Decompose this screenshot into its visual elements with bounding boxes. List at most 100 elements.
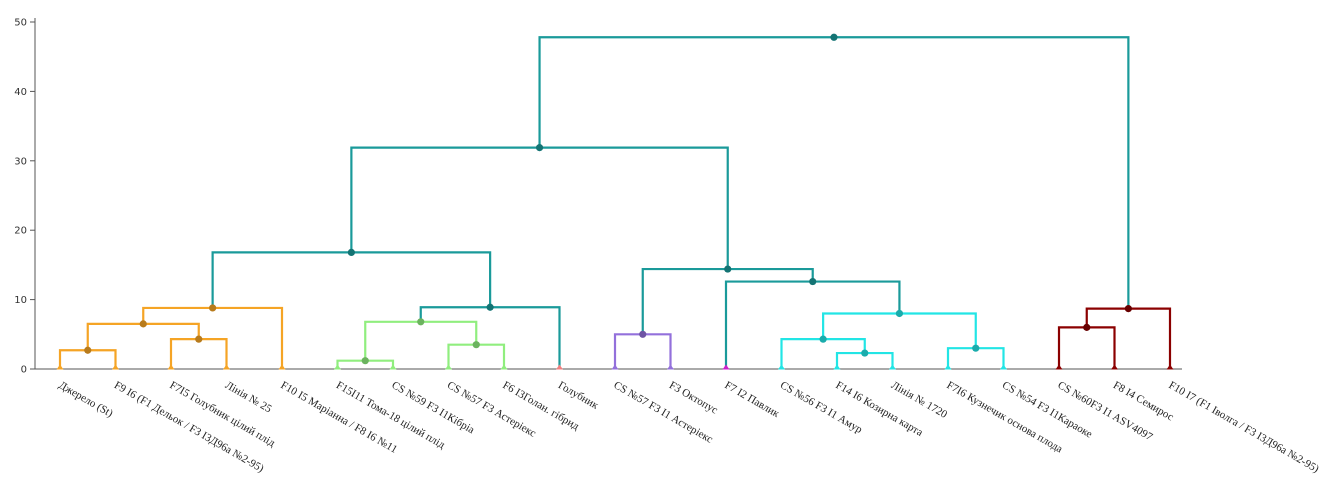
dendrogram-link [447,343,477,369]
dendrogram-link [724,280,813,369]
dendrogram-link [833,36,1130,309]
dendrogram-link [365,359,395,369]
leaf-marker[interactable] [223,364,230,370]
merge-node[interactable] [972,344,980,352]
dendrogram-links [58,36,1172,369]
leaf-marker[interactable] [167,364,175,370]
merge-node[interactable] [417,318,425,326]
dendrogram-link [1128,307,1172,369]
dendrogram-link [1085,307,1129,328]
dendrogram-link [946,347,976,369]
leaf-marker[interactable] [1000,364,1007,370]
leaf-marker[interactable] [56,364,64,370]
leaf-marker[interactable] [1166,364,1174,370]
dendrogram-link [899,312,977,349]
merge-node[interactable] [84,346,92,354]
dendrogram-link [198,338,228,369]
dendrogram-link [539,146,729,270]
merge-node[interactable] [809,277,817,286]
y-tick-label: 10 [14,295,27,306]
leaf-label: Голубник [556,379,601,412]
dendrogram-link [211,251,352,308]
dendrogram-link [780,338,824,369]
merge-node[interactable] [819,335,827,343]
dendrogram-link [823,338,866,354]
dendrogram-link [476,343,506,369]
dendrogram-link [350,146,540,253]
merge-node[interactable] [139,320,147,328]
leaf-marker[interactable] [334,364,341,370]
leaf-marker[interactable] [778,364,785,370]
merge-node[interactable] [861,349,869,357]
leaf-marker[interactable] [112,364,119,370]
dendrogram-link [420,320,478,345]
leaf-marker[interactable] [389,364,397,370]
leaf-marker[interactable] [278,364,286,370]
dendrogram-link [727,267,814,282]
dendrogram-link [642,333,672,369]
dendrogram-link [212,306,284,369]
dendrogram-link [822,312,900,340]
merge-node[interactable] [195,335,203,343]
y-axis: 0 10 20 30 40 50 [14,18,1182,376]
y-tick-label: 40 [14,87,27,98]
dendrogram-link [1057,326,1087,369]
dendrogram-link [87,349,117,369]
leaf-marker[interactable] [445,364,452,370]
merge-node[interactable] [895,309,904,318]
y-tick-label: 50 [14,18,27,29]
leaf-marker[interactable] [611,364,619,370]
merge-node[interactable] [830,33,838,41]
dendrogram-link [142,306,213,324]
dendrogram-link [169,338,199,369]
dendrogram-link [58,349,88,369]
dendrogram-link [812,280,901,314]
leaf-label: F3 Октопус [667,379,720,416]
leaf-marker[interactable] [722,364,730,370]
dendrogram-link [143,322,200,340]
merge-node[interactable] [347,248,355,257]
dendrogram-link [613,333,643,369]
merge-node[interactable] [535,144,544,152]
dendrogram-link [835,351,865,369]
y-tick-label: 20 [14,226,27,237]
leaf-label: F10 I7 (F1 Іволга / F3 I3Д96а №2-95) [1167,379,1322,475]
leaf-label: F7 I2 Павлик [723,379,782,420]
leaf-marker[interactable] [833,364,841,370]
y-tick-label: 0 [21,365,27,376]
dendrogram-link [641,267,728,335]
leaf-label: CS №57 F3 I1 Астеріекс [612,379,715,446]
dendrogram-link [490,306,561,369]
leaf-label: Джерело (St) [57,379,116,420]
leaf-label: Лінія № 25 [223,379,274,415]
merge-node[interactable] [472,341,480,349]
dendrogram-link [419,306,491,322]
y-tick-label: 30 [14,156,27,167]
leaf-label: CS №54 F3 I1Караоке [1000,379,1094,440]
dendrogram-link [1086,326,1116,369]
leaf-marker[interactable] [556,364,563,370]
leaf-marker[interactable] [667,364,674,370]
leaf-label: CS №60F3 I1 ASV4097 [1056,379,1155,443]
dendrogram-link [351,251,492,308]
leaf-labels: Джерело (St)F9 I6 (F1 Дельок / F3 I3Д96а… [57,379,1322,475]
leaf-marker[interactable] [944,364,952,370]
merge-node[interactable] [209,304,217,312]
merge-node[interactable] [724,265,732,273]
dendrogram-link [86,322,144,351]
leaf-marker[interactable] [1111,364,1118,370]
dendrogram-link [364,320,421,361]
dendrogram-link [336,359,366,369]
leaf-marker[interactable] [1055,364,1063,370]
leaf-marker[interactable] [500,364,508,370]
merge-node[interactable] [1124,305,1132,313]
merge-node[interactable] [486,303,494,311]
leaf-marker[interactable] [889,364,896,370]
merge-node[interactable] [639,330,647,338]
merge-node[interactable] [361,357,369,365]
dendrogram-link [538,36,834,148]
merge-node[interactable] [1083,323,1091,331]
dendrogram-nodes [56,33,1174,370]
dendrogram-link [975,347,1005,369]
